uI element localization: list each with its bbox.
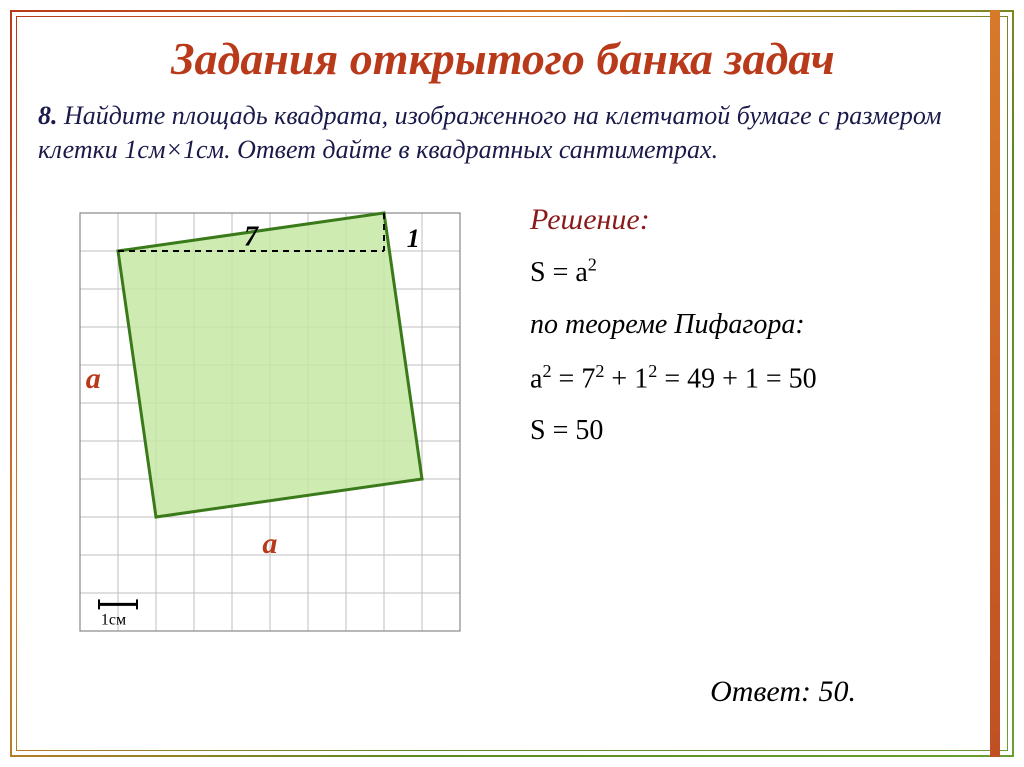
svg-text:1: 1 — [407, 224, 420, 253]
slide-content: Задания открытого банка задач 8. Найдите… — [30, 28, 976, 739]
problem-number: 8. — [38, 101, 58, 130]
formula-a2-calc: a2 = 72 + 12 = 49 + 1 = 50 — [530, 361, 817, 395]
pythagoras-label: по теореме Пифагора: — [530, 309, 817, 341]
grid-svg: 7 1 a a 1см — [60, 183, 490, 663]
svg-text:a: a — [262, 527, 277, 560]
svg-text:1см: 1см — [101, 611, 126, 628]
solution-block: Решение: S = a2 по теореме Пифагора: a2 … — [530, 183, 817, 683]
problem-body: Найдите площадь квадрата, изображенного … — [38, 101, 941, 164]
svg-text:7: 7 — [244, 221, 259, 252]
slide-title: Задания открытого банка задач — [30, 32, 976, 85]
formula-area: S = a2 — [530, 255, 817, 289]
svg-text:a: a — [86, 361, 101, 394]
solution-header: Решение: — [530, 203, 817, 237]
right-accent-stripe — [990, 10, 1000, 757]
formula-s-eq-a2: S = a2 — [530, 257, 597, 288]
main-row: 7 1 a a 1см Решение: S = a2 по теореме Пифаг… — [30, 183, 976, 683]
problem-text: 8. Найдите площадь квадрата, изображенно… — [38, 99, 968, 167]
formula-s-result: S = 50 — [530, 415, 817, 447]
figure-grid: 7 1 a a 1см — [60, 183, 490, 683]
answer-text: Ответ: 50. — [710, 675, 856, 709]
